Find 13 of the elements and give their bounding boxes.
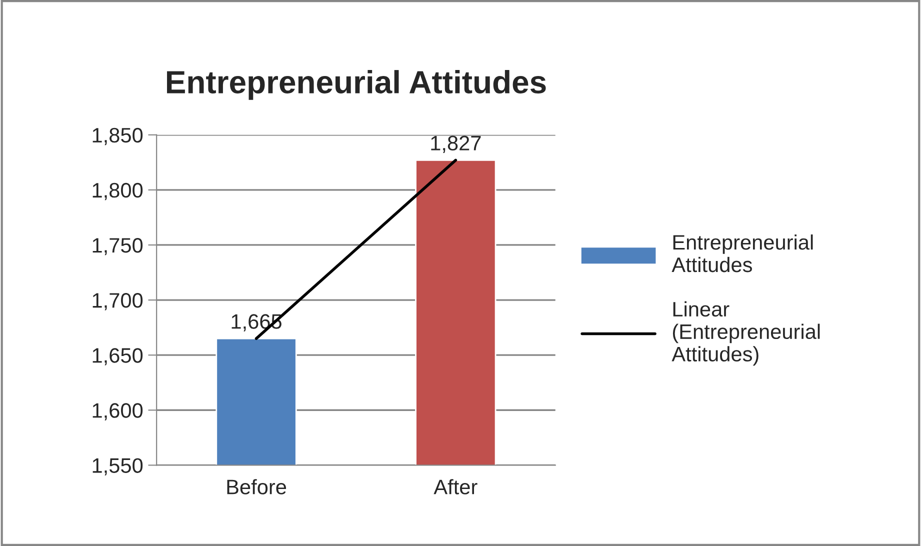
y-tick-label: 1,550	[92, 458, 143, 476]
y-tick-label: 1,750	[92, 238, 143, 256]
y-tick-label: 1,850	[92, 128, 143, 146]
chart-title: Entrepreneurial Attitudes	[167, 70, 546, 100]
legend-label: Linear (Entrepreneurial Attitudes)	[672, 301, 820, 366]
data-label: 1,827	[431, 136, 481, 153]
y-tick-label: 1,600	[92, 403, 143, 420]
x-tick-label: Before	[227, 479, 286, 494]
y-tick-label: 1,800	[92, 182, 143, 200]
x-tick-label: After	[434, 479, 478, 494]
legend-label: Entrepreneurial Attitudes	[672, 234, 813, 272]
y-tick-label: 1,650	[92, 348, 143, 366]
y-tick-label: 1,700	[92, 293, 143, 310]
